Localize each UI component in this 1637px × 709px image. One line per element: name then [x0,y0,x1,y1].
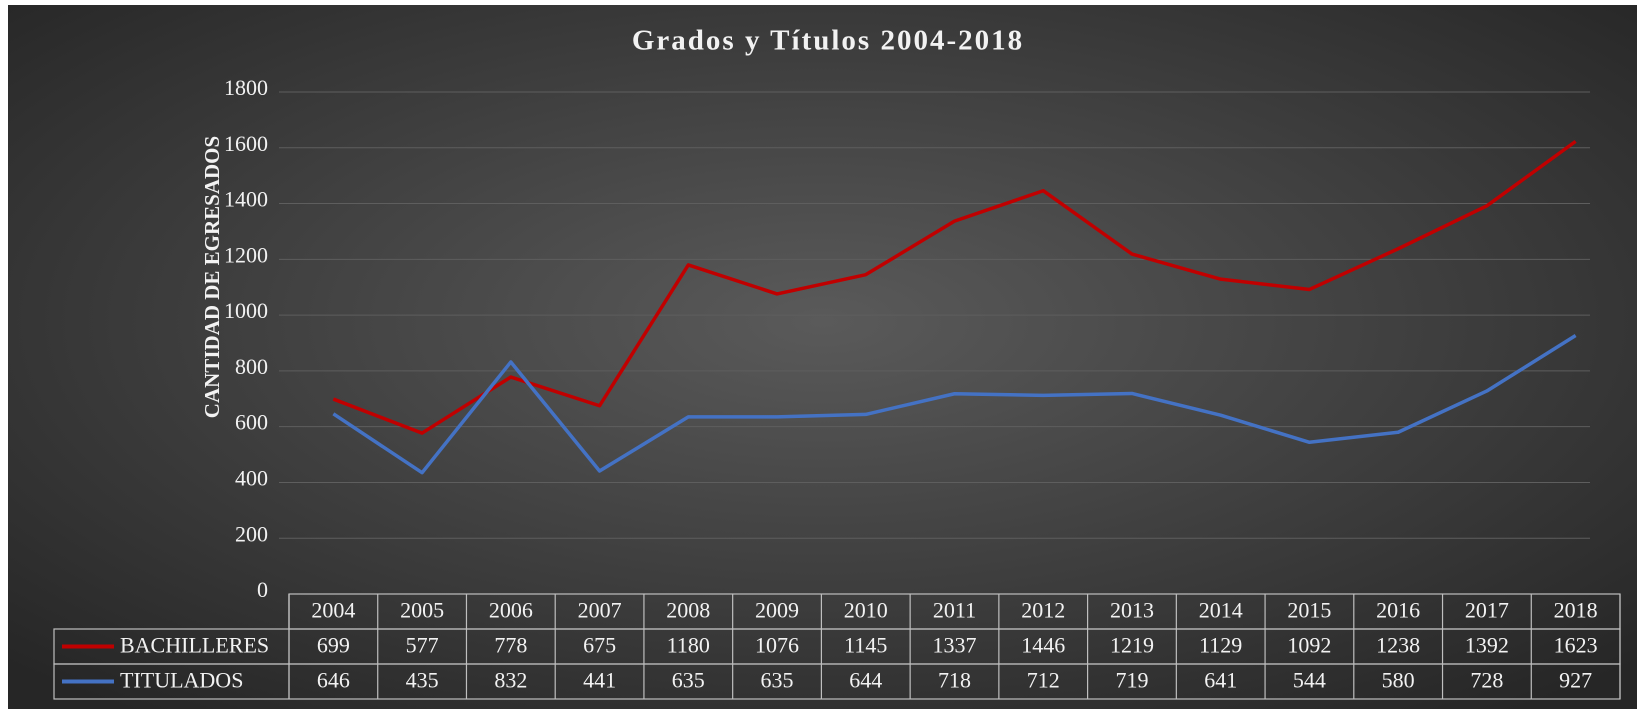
x-tick-label: 2012 [1021,598,1065,623]
y-tick-label: 1200 [224,242,268,267]
table-value: 1092 [1287,633,1331,658]
y-tick-label: 400 [235,465,268,490]
table-value: 1392 [1465,633,1509,658]
legend-label: BACHILLERES [120,633,269,658]
y-tick-label: 600 [235,410,268,435]
table-value: 544 [1293,668,1326,693]
x-tick-label: 2010 [844,598,888,623]
legend-label: TITULADOS [120,668,243,693]
y-tick-label: 800 [235,354,268,379]
table-value: 435 [406,668,439,693]
table-value: 1145 [844,633,887,658]
x-tick-label: 2015 [1287,598,1331,623]
x-tick-label: 2008 [666,598,710,623]
table-value: 728 [1470,668,1503,693]
table-value: 719 [1115,668,1148,693]
y-tick-label: 1600 [224,131,268,156]
y-tick-label: 1400 [224,187,268,212]
table-value: 1446 [1021,633,1065,658]
x-tick-label: 2017 [1465,598,1509,623]
x-tick-label: 2005 [400,598,444,623]
table-value: 675 [583,633,616,658]
table-value: 577 [406,633,439,658]
y-tick-label: 0 [257,577,268,602]
y-axis-label: CANTIDAD DE EGRESADOS [200,136,224,418]
table-value: 1219 [1110,633,1154,658]
table-value: 718 [938,668,971,693]
x-tick-label: 2007 [578,598,622,623]
table-value: 635 [761,668,794,693]
table-value: 580 [1382,668,1415,693]
x-tick-label: 2014 [1199,598,1243,623]
y-tick-label: 1000 [224,298,268,323]
table-value: 1238 [1376,633,1420,658]
table-value: 712 [1027,668,1060,693]
table-value: 1129 [1199,633,1242,658]
table-value: 1337 [933,633,977,658]
table-value: 1623 [1554,633,1598,658]
table-value: 644 [849,668,882,693]
x-tick-label: 2016 [1376,598,1420,623]
table-value: 641 [1204,668,1237,693]
chart-background [8,5,1637,709]
x-tick-label: 2011 [933,598,976,623]
series-line [332,139,1577,435]
series-line [332,333,1577,475]
table-value: 699 [317,633,350,658]
x-tick-label: 2004 [311,598,355,623]
x-tick-label: 2018 [1554,598,1598,623]
x-tick-label: 2006 [489,598,533,623]
table-value: 1180 [667,633,710,658]
table-value: 1076 [755,633,799,658]
table-value: 646 [317,668,350,693]
table-value: 927 [1559,668,1592,693]
table-value: 832 [494,668,527,693]
table-value: 441 [583,668,616,693]
y-tick-label: 1800 [224,75,268,100]
y-tick-label: 200 [235,521,268,546]
table-value: 635 [672,668,705,693]
x-tick-label: 2009 [755,598,799,623]
chart-title: Grados y Títulos 2004-2018 [632,25,1024,57]
x-tick-label: 2013 [1110,598,1154,623]
table-value: 778 [494,633,527,658]
